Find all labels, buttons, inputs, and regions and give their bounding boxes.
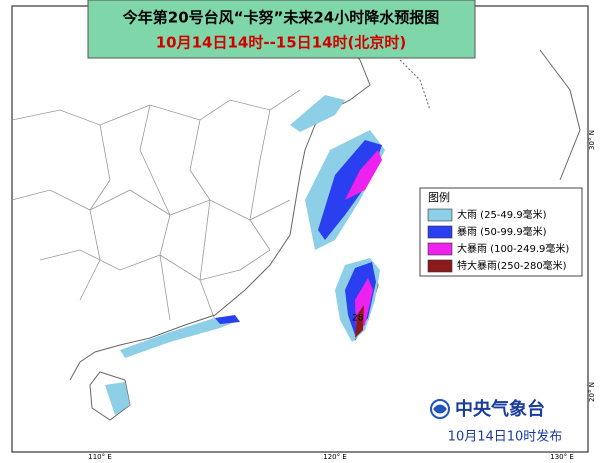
legend-label: 大雨 (25-49.9毫米) xyxy=(457,208,547,221)
title-box xyxy=(87,0,476,59)
legend-swatch xyxy=(427,225,453,239)
title: 今年第20号台风“卡努”未来24小时降水预报图 xyxy=(122,9,439,27)
legend-label: 暴雨 (50-99.9毫米) xyxy=(457,225,547,238)
lon-label: 130° E xyxy=(550,453,574,461)
subtitle: 10月14日14时--15日14时(北京时) xyxy=(156,34,407,52)
borders xyxy=(11,89,301,321)
legend-title: 图例 xyxy=(428,190,450,204)
legend: 图例 大雨 (25-49.9毫米) 暴雨 (50-99.9毫米) 大暴雨 (100-… xyxy=(419,187,583,277)
map-label: 28 xyxy=(352,314,364,324)
lon-label: 120° E xyxy=(323,453,347,461)
legend-label: 大暴雨 (100-249.9毫米) xyxy=(457,242,569,255)
agency: 中央气象台 xyxy=(455,398,545,420)
lat-label: 30° N xyxy=(588,130,596,150)
legend-swatch xyxy=(427,208,453,222)
logo xyxy=(430,399,450,419)
rain-areas xyxy=(105,95,385,415)
legend-label: 特大暴雨(250-280毫米) xyxy=(457,259,567,272)
legend-swatch xyxy=(427,259,453,273)
lat-label: 20° N xyxy=(588,382,596,402)
legend-swatch xyxy=(427,242,453,256)
lon-label: 110° E xyxy=(88,453,112,461)
issued: 10月14日10时发布 xyxy=(448,429,563,445)
